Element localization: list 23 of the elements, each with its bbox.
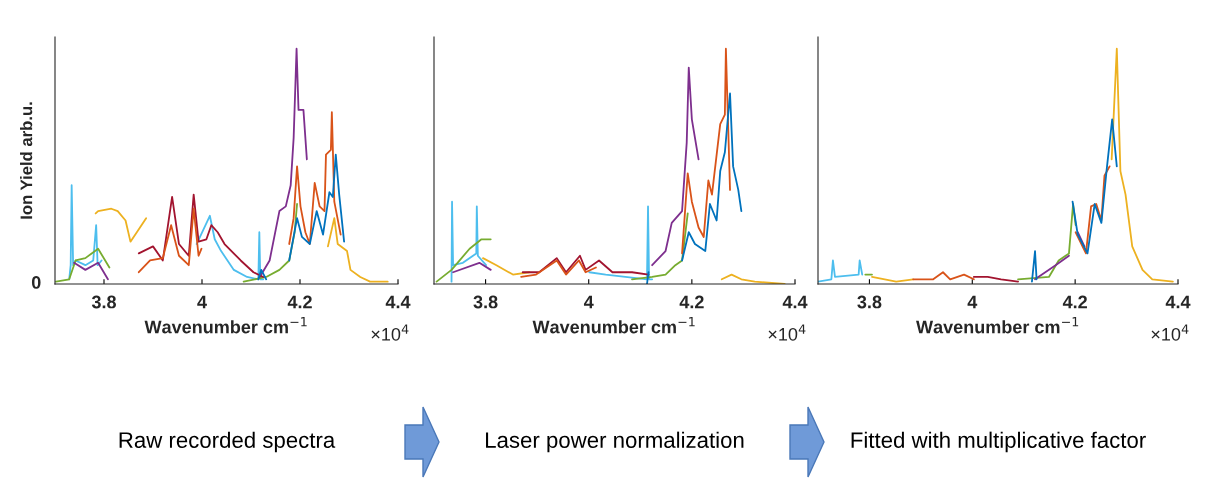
x-tick-label: 4.4 bbox=[385, 295, 411, 309]
text: Fitted with multiplicative factor bbox=[851, 431, 1146, 453]
text: Laser power normalization bbox=[486, 431, 744, 453]
x-axis-title: Wavenumber cm$^{−1}$ bbox=[144, 317, 307, 334]
text: 0 bbox=[31, 276, 41, 289]
text: ×10$^{4}$ bbox=[371, 324, 409, 341]
text: ×10$^{4}$ bbox=[768, 324, 806, 341]
x-tick-label: 4.2 bbox=[679, 295, 704, 309]
text: Raw recorded spectra bbox=[119, 431, 336, 453]
x-axis-title: Wavenumber cm$^{−1}$ bbox=[916, 317, 1079, 334]
x-tick-label: 3.8 bbox=[857, 295, 882, 309]
x-axis-title: Wavenumber cm$^{−1}$ bbox=[532, 317, 695, 334]
x-tick-label: 4.4 bbox=[782, 295, 808, 309]
text: ×10$^{4}$ bbox=[1151, 324, 1189, 341]
x-tick-label: 3.8 bbox=[473, 295, 498, 309]
x-tick-label: 3.8 bbox=[91, 295, 116, 309]
x-tick-label: 4 bbox=[583, 295, 594, 309]
x-tick-label: 4 bbox=[197, 295, 207, 309]
x-tick-label: 4.2 bbox=[287, 295, 312, 309]
x-tick-label: 4.2 bbox=[1062, 295, 1087, 309]
y-axis-title: Ion Yield arb.u. bbox=[20, 102, 33, 219]
x-tick-label: 4.4 bbox=[1165, 295, 1191, 309]
x-tick-label: 4 bbox=[967, 295, 978, 309]
